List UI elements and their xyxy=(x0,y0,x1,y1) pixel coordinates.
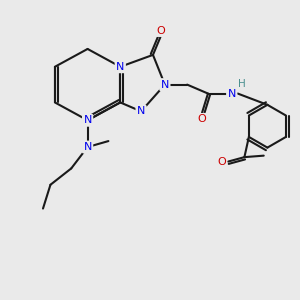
Text: O: O xyxy=(156,26,165,35)
Text: N: N xyxy=(227,88,236,98)
Text: N: N xyxy=(116,62,124,72)
Text: N: N xyxy=(83,142,92,152)
Text: N: N xyxy=(137,106,145,116)
Text: O: O xyxy=(198,114,206,124)
Text: O: O xyxy=(217,157,226,166)
Text: H: H xyxy=(238,79,245,89)
Text: N: N xyxy=(161,80,169,90)
Text: N: N xyxy=(83,115,92,125)
